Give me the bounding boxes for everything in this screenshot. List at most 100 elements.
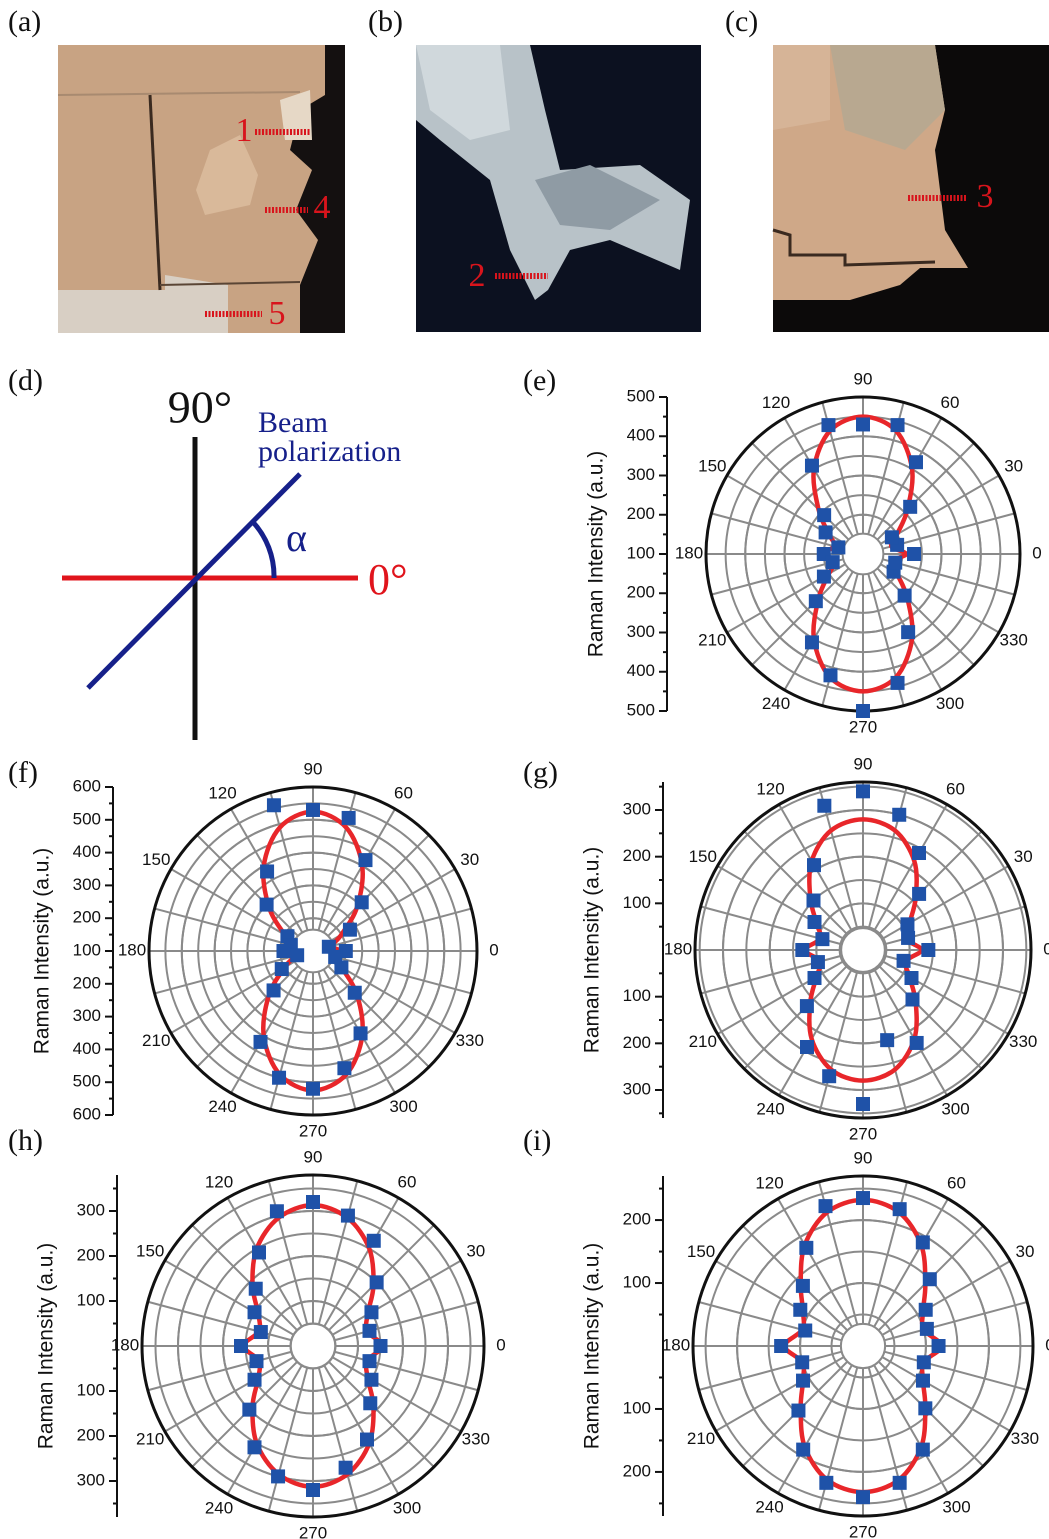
data-point xyxy=(267,798,281,812)
angle-arc xyxy=(252,521,274,578)
data-point xyxy=(918,1401,932,1415)
panel-label: (e) xyxy=(523,364,556,397)
panel-label: (d) xyxy=(8,364,43,397)
angle-tick-label: 270 xyxy=(849,1522,877,1539)
data-point xyxy=(260,864,274,878)
angle-tick-label: 330 xyxy=(1000,630,1028,649)
y-tick-label: 600 xyxy=(73,1104,101,1123)
data-point xyxy=(306,1082,320,1096)
angle-tick-label: 180 xyxy=(118,940,146,959)
y-tick-label: 400 xyxy=(73,1039,101,1058)
data-point xyxy=(341,1209,355,1223)
data-point xyxy=(354,1026,368,1040)
data-point xyxy=(242,1403,256,1417)
y-tick-label: 300 xyxy=(627,465,655,484)
marker-label: 2 xyxy=(469,257,486,294)
angle-tick-label: 0 xyxy=(1032,543,1041,562)
angle-tick-label: 150 xyxy=(689,847,717,866)
data-point xyxy=(856,704,870,718)
data-point xyxy=(916,1374,930,1388)
polar-chart: 0306090120150180210240270300330100100200… xyxy=(581,754,1049,1143)
angle-tick-label: 180 xyxy=(111,1335,139,1354)
angle-tick-label: 120 xyxy=(756,779,784,798)
data-point xyxy=(254,1035,268,1049)
angle-tick-label: 270 xyxy=(849,1124,877,1143)
data-point xyxy=(363,1354,377,1368)
data-point xyxy=(856,784,870,798)
y-tick-label: 200 xyxy=(623,846,651,865)
angle-tick-label: 150 xyxy=(698,456,726,475)
data-point xyxy=(912,846,926,860)
data-point xyxy=(907,547,921,561)
micrograph-c: 3 xyxy=(773,45,1049,332)
y-tick-label: 100 xyxy=(623,1398,651,1417)
angle-tick-label: 60 xyxy=(946,779,965,798)
angle-label: α xyxy=(286,515,307,560)
panel-label: (c) xyxy=(725,5,758,38)
angle-tick-label: 240 xyxy=(208,1097,236,1116)
data-point xyxy=(901,931,915,945)
panel-label: (b) xyxy=(368,5,403,38)
data-point xyxy=(893,1476,907,1490)
minor-grid-spoke xyxy=(192,1225,297,1330)
minor-grid-spoke xyxy=(197,966,298,1067)
angle-tick-label: 300 xyxy=(936,694,964,713)
angle-tick-label: 30 xyxy=(1004,456,1023,475)
angle-tick-label: 0 xyxy=(1045,1335,1049,1354)
angle-tick-label: 150 xyxy=(136,1241,164,1260)
data-point xyxy=(823,668,837,682)
data-point xyxy=(248,1305,262,1319)
angle-tick-label: 90 xyxy=(854,369,873,388)
angle-tick-label: 270 xyxy=(299,1121,327,1140)
data-point xyxy=(355,895,369,909)
data-point xyxy=(808,915,822,929)
data-point xyxy=(880,1033,894,1047)
data-point xyxy=(363,1324,377,1338)
data-point xyxy=(328,950,342,964)
panel-label: (i) xyxy=(523,1124,551,1157)
center-hole xyxy=(291,1324,335,1368)
data-point xyxy=(821,418,835,432)
y-tick-label: 300 xyxy=(73,1006,101,1025)
polar-chart: 0306090120150180210240270300330100200200… xyxy=(585,369,1042,736)
data-point xyxy=(817,570,831,584)
minor-grid-spoke xyxy=(752,443,849,540)
angle-tick-label: 150 xyxy=(142,850,170,869)
y-tick-label: 300 xyxy=(73,875,101,894)
data-point xyxy=(805,459,819,473)
data-point xyxy=(360,1433,374,1447)
angle-tick-label: 120 xyxy=(205,1173,233,1192)
y-tick-label: 400 xyxy=(627,661,655,680)
y-tick-label: 500 xyxy=(627,386,655,405)
micrograph-a: 1 4 5 xyxy=(58,45,345,333)
data-point xyxy=(798,1324,812,1338)
y-tick-label: 200 xyxy=(73,908,101,927)
angle-tick-label: 300 xyxy=(389,1097,417,1116)
y-tick-label: 200 xyxy=(623,1461,651,1480)
data-point xyxy=(306,803,320,817)
angle-tick-label: 240 xyxy=(756,1100,784,1119)
data-point xyxy=(796,1443,810,1457)
data-point xyxy=(811,955,825,969)
minor-grid-spoke xyxy=(329,1362,434,1467)
data-point xyxy=(891,418,905,432)
data-point xyxy=(900,917,914,931)
data-point xyxy=(826,555,840,569)
data-point xyxy=(796,1374,810,1388)
panel-label: (a) xyxy=(8,5,41,38)
data-point xyxy=(348,986,362,1000)
angle-tick-label: 30 xyxy=(466,1241,485,1260)
y-tick-label: 500 xyxy=(73,1072,101,1091)
y-tick-label: 200 xyxy=(623,1210,651,1229)
data-point xyxy=(817,799,831,813)
data-point xyxy=(815,932,829,946)
figure: (a) (b) (c) (d) (e) (f) (g) (h) (i) 1 4 … xyxy=(0,0,1049,1539)
y-tick-label: 300 xyxy=(623,1079,651,1098)
data-point xyxy=(271,1469,285,1483)
angle-tick-label: 240 xyxy=(205,1498,233,1517)
angle-tick-label: 180 xyxy=(664,939,692,958)
angle-tick-label: 0 xyxy=(1043,939,1049,958)
center-hole xyxy=(841,1324,885,1368)
data-point xyxy=(267,983,281,997)
data-point xyxy=(364,1305,378,1319)
